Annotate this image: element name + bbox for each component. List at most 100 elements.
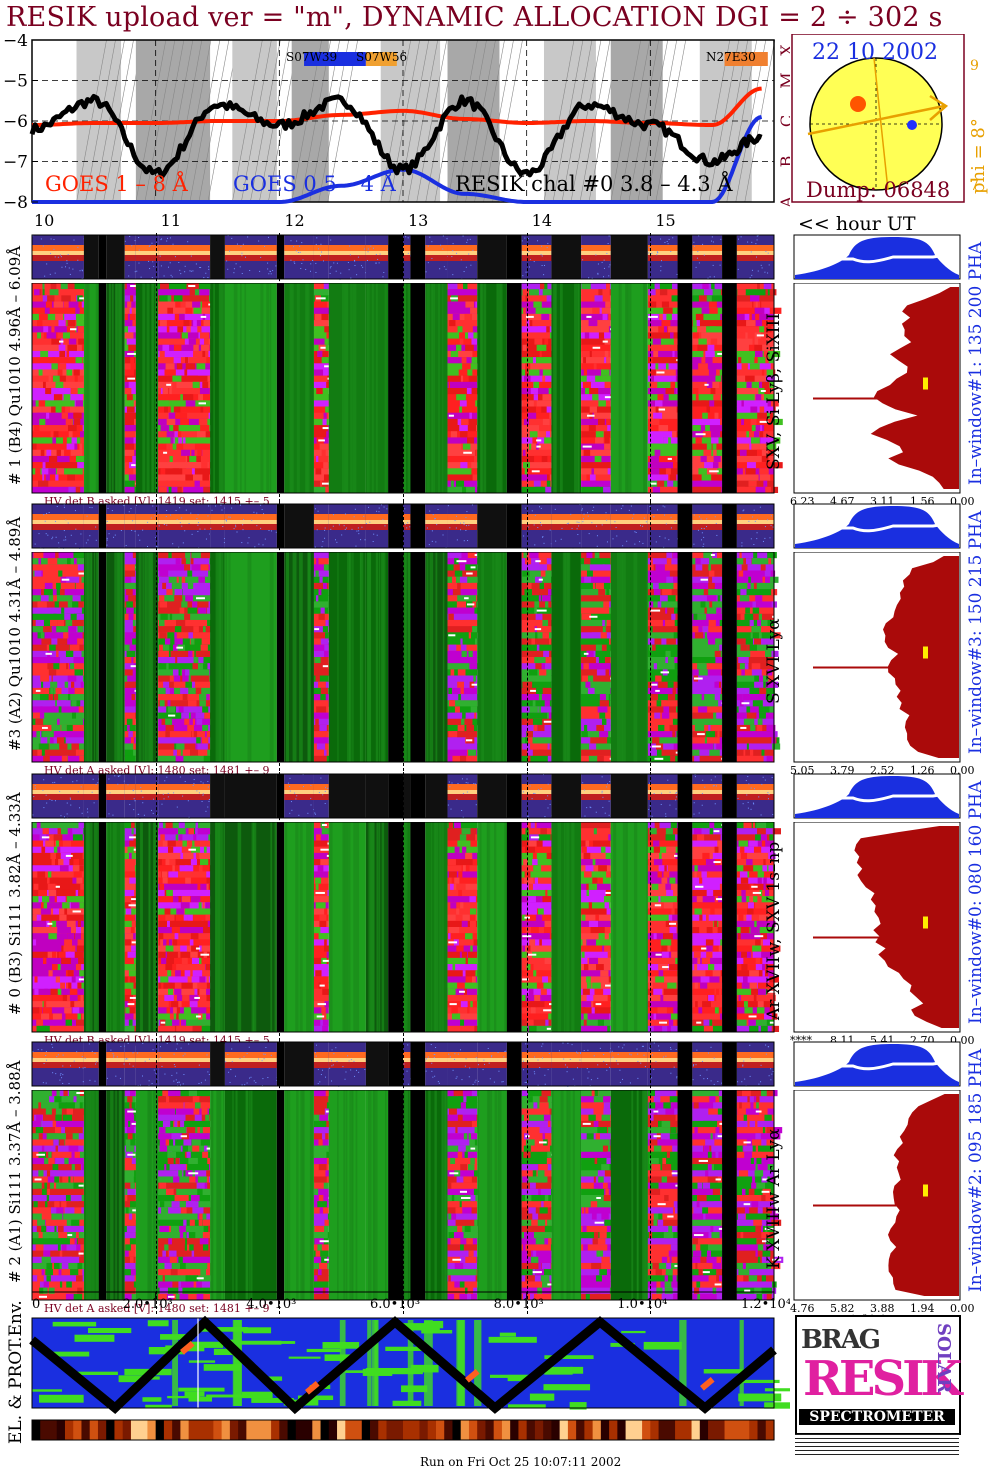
env-green-patch (203, 1364, 241, 1371)
phi-tick-top: 9 (970, 58, 979, 74)
env-strip-cell (394, 1420, 404, 1440)
channel-ylabel: # 0 (B3) Si111 3.82Å – 4.33Å (6, 792, 24, 1016)
env-strip-cell (221, 1420, 231, 1440)
env-strip-cell (477, 1420, 487, 1440)
spectrogram (31, 1090, 784, 1301)
env-green-band (374, 1320, 379, 1406)
spectrum-shape (883, 556, 959, 758)
env-green-patch (288, 1356, 321, 1359)
env-strip-cell (106, 1420, 116, 1440)
goes-ytick-label: −6 (3, 112, 28, 132)
hour-divider (650, 772, 652, 1046)
env-strip-cell (229, 1420, 239, 1440)
env-strip-cell (196, 1420, 206, 1440)
goes-class-letter: X (777, 44, 790, 56)
sun-disk-panel (791, 34, 965, 203)
env-strip-cell (468, 1420, 478, 1440)
env-strip-cell (155, 1420, 165, 1440)
goes-class-letter: M (777, 72, 790, 88)
spectrum-xtick: 5.82 (830, 1302, 855, 1315)
env-strip-cell (180, 1420, 190, 1440)
env-strip-cell (147, 1420, 157, 1440)
env-green-band (172, 1320, 178, 1406)
env-strip-cell (460, 1420, 470, 1440)
env-green-band (679, 1320, 687, 1406)
env-strip-cell (600, 1420, 610, 1440)
env-green-patch (87, 1327, 132, 1334)
env-strip-cell (642, 1420, 651, 1440)
goes-ytick-label: −7 (3, 153, 28, 173)
env-green-patch (621, 1330, 646, 1334)
env-green-patch (703, 1369, 743, 1374)
spectrum-marker (923, 646, 928, 659)
spectrum-plot (793, 822, 961, 1033)
hour-divider (155, 233, 157, 507)
pha-histogram (793, 773, 961, 819)
env-tick-label: 4.0•10³ (246, 1297, 296, 1312)
env-strip-cell (526, 1420, 536, 1440)
env-strip-cell (691, 1420, 701, 1440)
env-strip-cell (567, 1420, 577, 1440)
env-tick-label: 1.2•10⁴ (741, 1297, 790, 1312)
env-green-patch (507, 1374, 527, 1382)
hour-divider (155, 1040, 157, 1314)
env-strip-cell (361, 1420, 371, 1440)
env-strip-cell (411, 1420, 421, 1440)
goes-ytick-label: −4 (3, 34, 28, 51)
in-window-label: In–window#2: 095 185 PHA (966, 1048, 986, 1292)
active-region-blue (907, 120, 917, 130)
channel-ylabel: # 2 (A1) Si111 3.37Å – 3.88Å (6, 1060, 24, 1284)
env-strip-cell (435, 1420, 445, 1440)
spectrum-xtick: 0.00 (950, 1302, 975, 1315)
env-strip-cell (378, 1420, 388, 1440)
pha-histogram-shape (795, 776, 959, 818)
footer-run-date: Run on Fri Oct 25 10:07:11 2002 (420, 1455, 622, 1469)
goes-class-letter: A (777, 196, 790, 209)
flare-marker-orange (365, 52, 397, 66)
env-strip-cell (419, 1420, 429, 1440)
env-green-patch (738, 1393, 782, 1402)
env-strip-cell (114, 1420, 124, 1440)
env-green-patch (147, 1320, 169, 1327)
goes-hour-label: 10 (34, 211, 54, 228)
env-strip-cell (97, 1420, 107, 1440)
env-strip-cell (724, 1420, 734, 1440)
spectrum-xtick: 3.88 (870, 1302, 895, 1315)
env-strip-cell (617, 1420, 627, 1440)
env-green-patch (185, 1341, 224, 1348)
hour-divider (403, 1040, 404, 1314)
legend-goes-0-5-4: GOES 0.5 – 4 Å (233, 172, 396, 196)
env-strip-cell (559, 1420, 569, 1440)
env-tick-label: 8.0•10³ (494, 1297, 544, 1312)
env-strip-cell (89, 1420, 99, 1440)
channel-panel-1: HV det A asked [V]: 1480 set: 1481 +– 9 #… (0, 502, 1004, 777)
phi-tick-bottom: 7 (970, 178, 979, 194)
env-strip-cell (337, 1420, 346, 1440)
sun-date: 22 10 2002 (812, 40, 938, 65)
env-strip-cell (699, 1420, 709, 1440)
env-green-patch (74, 1334, 115, 1342)
env-tick-label: 6.0•10³ (370, 1297, 420, 1312)
env-green-patch (188, 1360, 216, 1363)
env-green-patch (306, 1348, 342, 1353)
line-identifications: S XVI Lyα (764, 618, 784, 704)
env-green-patch (243, 1327, 272, 1334)
environment-ylabel: EL. & PROT.Env. (6, 1300, 26, 1444)
env-green-patch (544, 1355, 594, 1359)
goes-series-line-2 (29, 94, 763, 179)
env-strip-cell (666, 1420, 676, 1440)
goes-hour-label: 13 (408, 211, 428, 228)
env-strip-cell (130, 1420, 140, 1440)
env-green-patch (344, 1370, 380, 1373)
env-green-patch (508, 1404, 546, 1408)
goes-class-letters: A B C M X (777, 44, 790, 209)
hour-divider (403, 772, 404, 1046)
env-green-patch (392, 1400, 422, 1407)
pha-histogram (793, 503, 961, 549)
goes-hour-ticks: 10 11 12 13 14 15 (34, 211, 676, 228)
env-strip-cell (188, 1420, 198, 1440)
env-strip-cell (246, 1420, 256, 1440)
hv-readout: HV det A asked [V]: 1480 set: 1481 +– 9 (44, 1302, 270, 1315)
env-green-band (232, 1320, 242, 1406)
env-green-patch (499, 1332, 516, 1337)
